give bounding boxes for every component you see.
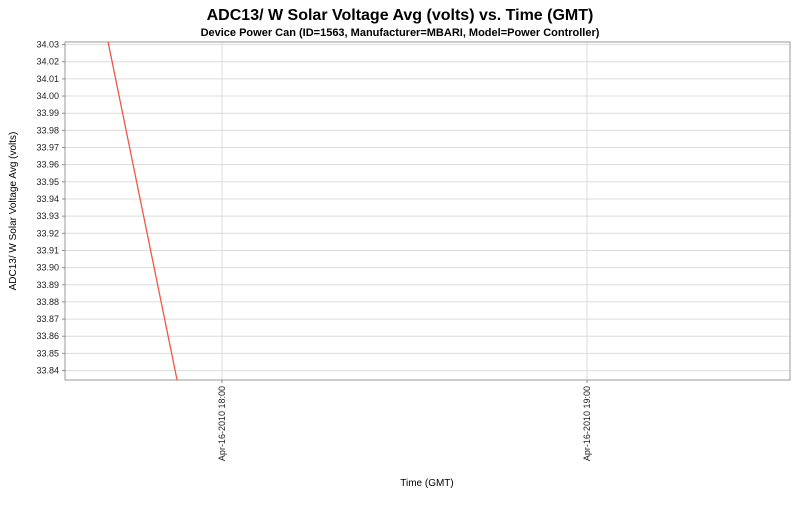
- y-tick-label: 34.01: [36, 74, 59, 84]
- y-axis-label: ADC13/ W Solar Voltage Avg (volts): [8, 132, 19, 291]
- y-tick-label: 34.03: [36, 40, 59, 50]
- y-tick-label: 33.85: [36, 348, 59, 358]
- chart-title: ADC13/ W Solar Voltage Avg (volts) vs. T…: [207, 7, 594, 24]
- x-axis-label: Time (GMT): [400, 478, 454, 489]
- y-tick-label: 33.97: [36, 143, 59, 153]
- y-tick-label: 33.96: [36, 160, 59, 170]
- x-tick-label: Apr-16-2010 19:00: [582, 386, 592, 461]
- y-tick-label: 33.93: [36, 211, 59, 221]
- tick-labels-layer: 33.84 33.85 33.86 33.87 33.88 33.89 33.90 33.91…: [36, 40, 592, 461]
- y-tick-label: 33.98: [36, 125, 59, 135]
- gridlines-layer: [65, 42, 790, 380]
- y-tick-label: 33.95: [36, 177, 59, 187]
- y-tick-label: 33.91: [36, 245, 59, 255]
- series-line: [107, 41, 178, 381]
- y-tick-label: 34.00: [36, 91, 59, 101]
- y-tick-label: 33.90: [36, 263, 59, 273]
- plot-background: [65, 42, 790, 380]
- y-tick-label: 34.02: [36, 57, 59, 67]
- y-tick-label: 33.87: [36, 314, 59, 324]
- y-tick-label: 33.89: [36, 280, 59, 290]
- series-layer: [107, 41, 178, 381]
- plot-border: [64, 41, 791, 381]
- plot-border-layer: [64, 41, 791, 381]
- y-tick-label: 33.86: [36, 331, 59, 341]
- y-tick-label: 33.84: [36, 366, 59, 376]
- y-tick-label: 33.94: [36, 194, 59, 204]
- x-tick-label: Apr-16-2010 18:00: [217, 386, 227, 461]
- y-tick-label: 33.99: [36, 108, 59, 118]
- y-tick-label: 33.88: [36, 297, 59, 307]
- chart-subtitle: Device Power Can (ID=1563, Manufacturer=…: [201, 27, 600, 39]
- y-tick-label: 33.92: [36, 228, 59, 238]
